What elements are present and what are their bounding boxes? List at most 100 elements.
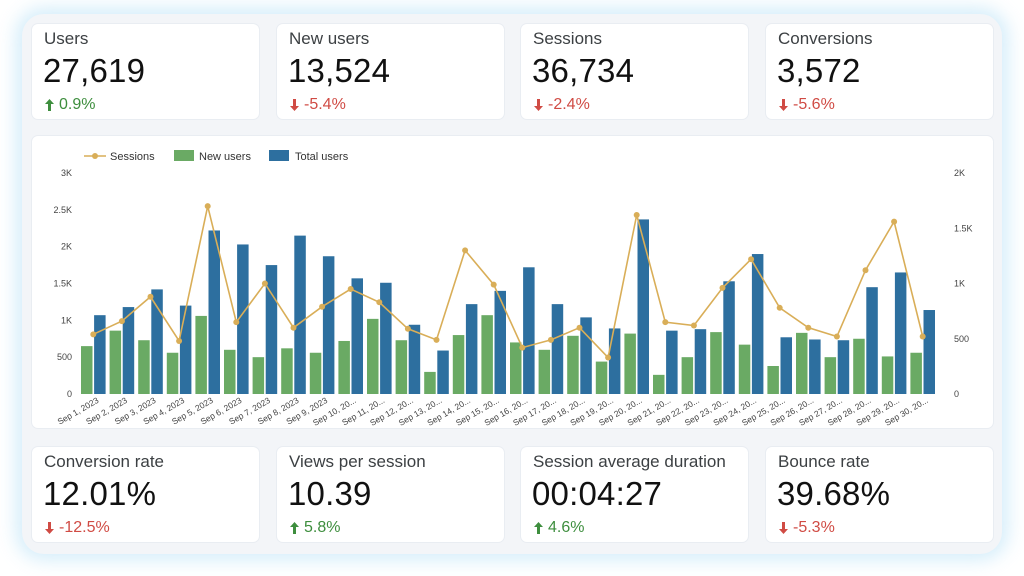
bar-new-users[interactable] (624, 333, 636, 394)
bar-total-users[interactable] (294, 235, 306, 394)
arrow-down-icon (45, 522, 54, 534)
bar-new-users[interactable] (824, 357, 837, 394)
bar-new-users[interactable] (853, 338, 865, 394)
sessions-point[interactable] (862, 267, 869, 274)
bar-total-users[interactable] (265, 265, 278, 394)
bar-new-users[interactable] (367, 318, 379, 394)
sessions-point[interactable] (433, 336, 440, 343)
bar-new-users[interactable] (424, 371, 436, 394)
bar-total-users[interactable] (723, 281, 735, 394)
legend-label-new-users: New users (199, 151, 251, 163)
bar-new-users[interactable] (710, 332, 722, 394)
bar-total-users[interactable] (580, 317, 592, 394)
sessions-point[interactable] (490, 281, 497, 288)
bar-total-users[interactable] (894, 272, 907, 394)
bar-new-users[interactable] (767, 366, 779, 394)
kpi-value: 36,734 (532, 52, 635, 89)
bar-new-users[interactable] (681, 357, 694, 394)
sessions-point[interactable] (633, 211, 640, 218)
kpi-delta: -12.5% (45, 519, 110, 537)
kpi-value: 3,572 (777, 52, 861, 89)
sessions-point[interactable] (547, 336, 554, 343)
bar-total-users[interactable] (523, 267, 535, 394)
sessions-point[interactable] (719, 284, 726, 291)
sessions-point[interactable] (605, 354, 612, 361)
bar-new-users[interactable] (138, 340, 150, 394)
sessions-point[interactable] (833, 333, 840, 340)
bar-total-users[interactable] (465, 304, 478, 394)
arrow-down-icon (779, 522, 788, 534)
sessions-point[interactable] (90, 331, 97, 338)
bar-total-users[interactable] (151, 289, 163, 394)
bar-new-users[interactable] (595, 361, 608, 394)
sessions-point[interactable] (576, 324, 583, 331)
sessions-point[interactable] (376, 299, 383, 306)
sessions-point[interactable] (204, 203, 211, 210)
bar-total-users[interactable] (751, 254, 764, 394)
bar-total-users[interactable] (666, 330, 678, 394)
bar-new-users[interactable] (338, 340, 350, 394)
bar-total-users[interactable] (551, 304, 564, 394)
sessions-point[interactable] (662, 319, 669, 326)
bar-new-users[interactable] (81, 346, 93, 394)
bar-new-users[interactable] (395, 340, 408, 394)
bar-total-users[interactable] (780, 337, 793, 394)
bar-new-users[interactable] (109, 330, 122, 394)
sessions-point[interactable] (233, 319, 240, 326)
sessions-point[interactable] (290, 324, 297, 331)
bar-total-users[interactable] (494, 290, 507, 394)
bar-total-users[interactable] (923, 310, 936, 394)
bar-total-users[interactable] (837, 340, 850, 394)
bar-total-users[interactable] (208, 230, 221, 394)
sessions-point[interactable] (147, 293, 154, 300)
bar-new-users[interactable] (252, 357, 265, 394)
bar-total-users[interactable] (608, 328, 621, 394)
sessions-point[interactable] (776, 304, 783, 311)
bar-new-users[interactable] (452, 335, 465, 394)
bar-new-users[interactable] (481, 315, 493, 394)
y-axis-left-tick-label: 2K (61, 242, 72, 252)
bar-new-users[interactable] (567, 335, 579, 394)
bar-new-users[interactable] (910, 352, 922, 394)
bar-new-users[interactable] (309, 352, 322, 394)
bar-total-users[interactable] (380, 282, 392, 394)
bar-total-users[interactable] (322, 256, 335, 394)
bar-new-users[interactable] (224, 349, 236, 394)
sessions-point[interactable] (519, 344, 526, 351)
kpi-value: 10.39 (288, 475, 372, 512)
sessions-point[interactable] (805, 324, 812, 331)
bar-total-users[interactable] (122, 307, 135, 394)
sessions-point[interactable] (462, 247, 469, 254)
bar-new-users[interactable] (166, 352, 179, 394)
bar-new-users[interactable] (195, 315, 207, 394)
bar-total-users[interactable] (866, 287, 878, 394)
sessions-point[interactable] (176, 337, 183, 344)
bar-total-users[interactable] (351, 278, 364, 394)
bar-new-users[interactable] (538, 349, 551, 394)
bar-new-users[interactable] (738, 344, 751, 394)
bar-new-users[interactable] (881, 356, 894, 394)
bar-total-users[interactable] (694, 329, 707, 394)
kpi-delta: -5.4% (290, 96, 346, 114)
combo-chart: 0 500 1K 1.5K 2K 2.5K 3K 0 500 1K 1.5K 2K Sep 1, 202… (32, 136, 993, 433)
bar-total-users[interactable] (179, 305, 192, 394)
bar-total-users[interactable] (408, 324, 421, 394)
bar-total-users[interactable] (809, 339, 821, 394)
bar-new-users[interactable] (796, 332, 808, 394)
sessions-point[interactable] (347, 286, 354, 293)
sessions-point[interactable] (891, 218, 898, 225)
bar-total-users[interactable] (237, 244, 249, 394)
bar-total-users[interactable] (437, 350, 449, 394)
bar-new-users[interactable] (281, 348, 293, 394)
sessions-point[interactable] (319, 303, 326, 310)
sessions-point[interactable] (919, 333, 926, 340)
sessions-point[interactable] (690, 322, 697, 329)
bar-new-users[interactable] (510, 342, 522, 394)
bar-total-users[interactable] (637, 219, 650, 394)
sessions-point[interactable] (118, 318, 125, 325)
sessions-point[interactable] (261, 280, 268, 287)
bar-new-users[interactable] (653, 374, 665, 394)
sessions-point[interactable] (748, 256, 755, 263)
bar-total-users[interactable] (94, 315, 106, 394)
sessions-point[interactable] (404, 325, 411, 332)
